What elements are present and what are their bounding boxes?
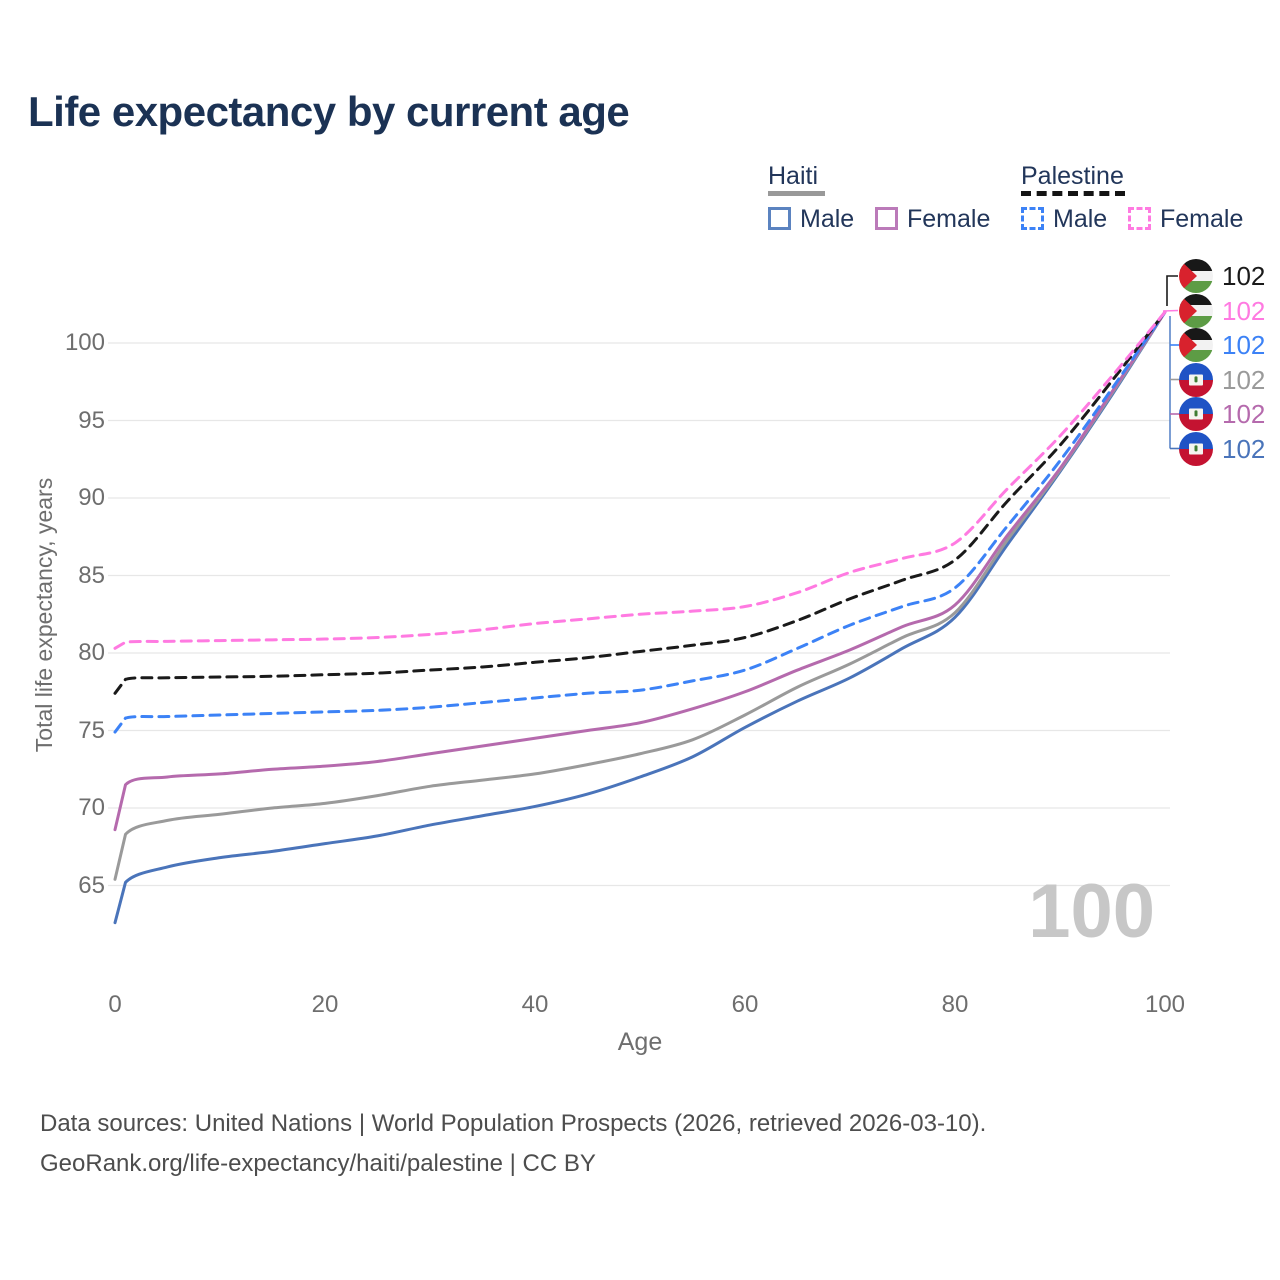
y-tick-65: 65 (78, 871, 105, 899)
series-line-palestine-male (113, 310, 1167, 734)
palestine-flag-icon (1179, 259, 1213, 293)
age-counter-watermark: 100 (1028, 869, 1155, 954)
end-label-row-3: 102 (1179, 362, 1266, 397)
end-label-value: 102 (1222, 433, 1266, 464)
legend-palestine-female-label: Female (1160, 205, 1244, 233)
end-label-row-0: 102 (1179, 259, 1265, 293)
legend-group-palestine-label: Palestine (1021, 162, 1124, 190)
haiti-flag-icon (1179, 397, 1213, 431)
legend-group-haiti-label: Haiti (768, 162, 819, 190)
y-tick-100: 100 (64, 329, 105, 356)
y-tick-75: 75 (78, 716, 105, 744)
end-label-value: 102 (1222, 399, 1266, 429)
footer-attribution: GeoRank.org/life-expectancy/haiti/palest… (40, 1150, 596, 1177)
end-label-value: 102 (1222, 295, 1266, 326)
y-tick-95: 95 (78, 406, 105, 434)
end-label-row-1: 102 (1179, 293, 1266, 328)
haiti-flag-icon (1179, 431, 1213, 466)
legend-haiti-male-swatch (768, 207, 791, 230)
legend-haiti-female-swatch (875, 207, 898, 230)
x-tick-100: 100 (1144, 991, 1186, 1018)
end-label-row-4: 102 (1179, 397, 1265, 431)
palestine-flag-icon (1179, 328, 1213, 362)
end-label-row-5: 102 (1179, 431, 1266, 466)
y-tick-80: 80 (78, 639, 105, 666)
series-line-palestine-female (113, 310, 1167, 650)
series-line-haiti-male (113, 310, 1167, 925)
y-tick-70: 70 (78, 794, 105, 821)
x-tick-0: 0 (108, 991, 122, 1018)
footer: Data sources: United Nations | World Pop… (40, 1104, 1240, 1184)
end-label-row-2: 102 (1179, 328, 1265, 362)
leader-palestine-total (1166, 275, 1178, 306)
legend-haiti-male-label: Male (800, 205, 855, 233)
legend-palestine-male-label: Male (1053, 205, 1108, 233)
y-tick-85: 85 (78, 561, 105, 589)
legend-palestine-male-swatch (1021, 207, 1044, 230)
legend-haiti-female-label: Female (907, 205, 991, 233)
series-line-palestine-total (113, 310, 1167, 695)
y-tick-90: 90 (78, 484, 105, 511)
end-label-value: 102 (1222, 364, 1266, 395)
leader-palestine-female (1162, 309, 1179, 312)
x-tick-80: 80 (941, 991, 969, 1018)
footer-data-sources: Data sources: United Nations | World Pop… (40, 1110, 987, 1137)
series-line-haiti-total (113, 310, 1167, 881)
end-label-value: 102 (1222, 261, 1266, 291)
x-axis-title: Age (617, 1028, 663, 1056)
x-tick-40: 40 (521, 991, 549, 1018)
series-line-haiti-female (113, 310, 1167, 832)
end-label-value: 102 (1222, 330, 1266, 360)
palestine-flag-icon (1179, 293, 1213, 328)
haiti-flag-icon (1179, 362, 1213, 397)
x-tick-60: 60 (731, 991, 759, 1018)
legend-palestine-female-swatch (1128, 207, 1151, 230)
x-tick-20: 20 (311, 991, 339, 1018)
page-title: Life expectancy by current age (28, 88, 630, 135)
legend-palestine-line-swatch (1021, 191, 1125, 196)
legend-haiti-line-swatch (768, 191, 825, 196)
